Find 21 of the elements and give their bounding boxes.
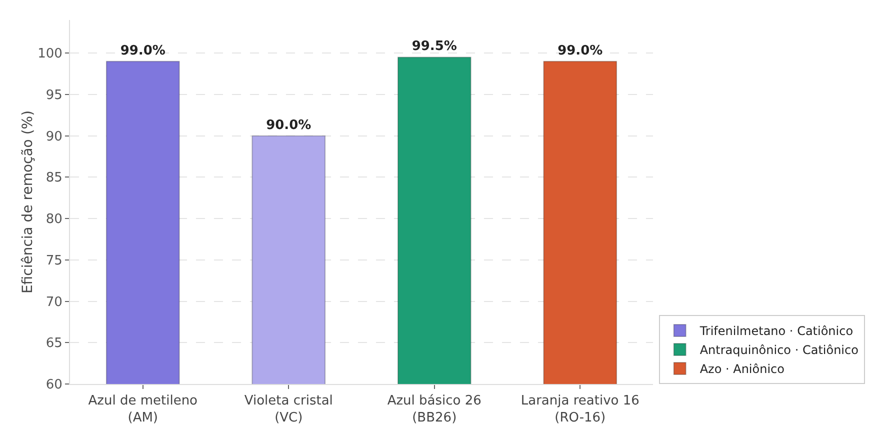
- y-tick-label: 75: [46, 253, 62, 268]
- y-tick-label: 90: [46, 129, 62, 144]
- x-tick-label: Azul de metileno (AM): [88, 394, 198, 426]
- x-tick-label: Laranja reativo 16 (RO-16): [520, 394, 640, 426]
- data-label: 99.5%: [412, 39, 457, 54]
- y-tick-label: 95: [46, 88, 62, 103]
- data-label: 99.0%: [558, 43, 603, 58]
- y-tick-label: 65: [46, 336, 62, 352]
- legend-label: Azo · Aniônico: [700, 362, 784, 376]
- y-tick-label: 100: [38, 46, 62, 62]
- y-tick-label: 80: [46, 212, 62, 228]
- data-label: 90.0%: [266, 118, 312, 133]
- legend-label: Antraquinônico · Catiônico: [700, 343, 858, 358]
- legend-label: Trifenilmetano · Catiônico: [698, 324, 854, 338]
- x-tick-label: Azul básico 26 (BB26): [387, 394, 482, 426]
- y-tick-label: 85: [46, 170, 62, 186]
- y-axis-title: Eficiência de remoção (%): [20, 110, 36, 294]
- y-tick-label: 60: [46, 378, 62, 393]
- data-label: 99.0%: [120, 43, 166, 58]
- y-tick-label: 70: [46, 294, 62, 310]
- x-tick-label: Violeta cristal (VC): [244, 394, 333, 426]
